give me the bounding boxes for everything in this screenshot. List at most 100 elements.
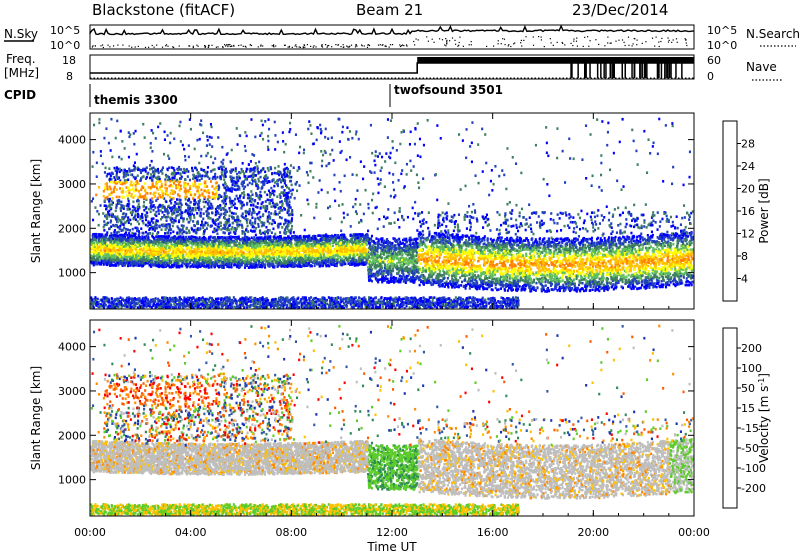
- power-cell: [97, 241, 99, 244]
- nsearch-point: [198, 46, 199, 47]
- power-cell: [456, 269, 458, 272]
- nsearch-point: [571, 43, 572, 44]
- freq-switch-mark: [634, 57, 636, 78]
- power-cell: [181, 265, 183, 268]
- nsearch-point: [413, 41, 414, 42]
- power-cell: [672, 243, 674, 246]
- nsearch-point: [508, 44, 509, 45]
- nsearch-point: [113, 45, 114, 46]
- power-cell: [576, 278, 578, 281]
- power-cell: [497, 250, 499, 253]
- power-cell: [185, 246, 187, 249]
- nsearch-point: [628, 45, 629, 46]
- nsearch-point: [233, 46, 234, 47]
- nsearch-point: [356, 46, 357, 47]
- nsky-tick-top: 10^5: [50, 24, 80, 37]
- freq-switch-mark: [641, 57, 643, 78]
- nsearch-point: [351, 45, 352, 46]
- nsearch-point: [362, 45, 363, 46]
- power-cell: [582, 282, 584, 285]
- nsearch-point: [406, 46, 407, 47]
- power-cell: [152, 244, 154, 247]
- power-cell: [580, 267, 582, 270]
- nsearch-point: [100, 45, 101, 46]
- power-cell: [545, 284, 547, 287]
- nsearch-point: [193, 46, 194, 47]
- nsearch-point: [637, 40, 638, 41]
- nsearch-point: [262, 45, 263, 46]
- nsearch-point: [501, 43, 502, 44]
- nsearch-point: [284, 45, 285, 46]
- nsearch-point: [173, 47, 174, 48]
- nsearch-point: [343, 44, 344, 45]
- nsearch-point: [520, 42, 521, 43]
- nsearch-point: [434, 42, 435, 43]
- nsearch-point: [636, 44, 637, 45]
- power-cell: [439, 241, 441, 244]
- power-cell: [507, 289, 509, 292]
- freq-switch-mark: [639, 57, 641, 78]
- freq-switch-mark: [571, 57, 573, 78]
- power-cell: [403, 246, 405, 249]
- cpid-segment-2: twofsound 3501: [394, 83, 503, 97]
- freq-switch-mark: [614, 57, 616, 78]
- power-cell: [555, 249, 557, 252]
- nsearch-point: [444, 44, 445, 45]
- nsearch-point: [122, 45, 123, 46]
- freq-switch-mark: [600, 57, 602, 78]
- nsearch-point: [505, 44, 506, 45]
- freq-switch-mark: [631, 57, 633, 78]
- nsearch-point: [390, 44, 391, 45]
- power-cell: [332, 245, 334, 248]
- power-cell: [658, 277, 660, 280]
- nsearch-point: [498, 43, 499, 44]
- nsearch-point: [364, 45, 365, 46]
- nsearch-point: [634, 38, 635, 39]
- power-cell: [445, 267, 447, 270]
- nsearch-point: [167, 46, 168, 47]
- nsearch-point: [659, 46, 660, 47]
- power-cell: [510, 254, 512, 257]
- nsearch-point: [658, 42, 659, 43]
- nsearch-point: [660, 41, 661, 42]
- freq-switch-mark: [625, 57, 627, 78]
- power-cell: [503, 261, 505, 264]
- nsearch-point: [349, 46, 350, 47]
- nsearch-point: [541, 37, 542, 38]
- power-cell: [531, 238, 533, 241]
- nsearch-point: [652, 38, 653, 39]
- power-cell: [386, 238, 388, 241]
- nsearch-point: [572, 45, 573, 46]
- freq-traces: [90, 57, 694, 78]
- nsearch-point: [618, 40, 619, 41]
- power-cell: [559, 254, 561, 257]
- nsearch-point: [587, 36, 588, 37]
- date-title: 23/Dec/2014: [572, 1, 668, 19]
- nsearch-point: [148, 47, 149, 48]
- nsearch-point: [550, 38, 551, 39]
- power-cell: [658, 248, 660, 251]
- nsearch-point: [573, 41, 574, 42]
- nsearch-point: [455, 44, 456, 45]
- power-cell: [623, 236, 625, 239]
- freq-switch-mark: [611, 57, 613, 78]
- nsearch-point: [459, 42, 460, 43]
- power-cell: [622, 243, 624, 246]
- power-cell: [651, 272, 653, 275]
- nsearch-point: [346, 46, 347, 47]
- power-cell: [258, 256, 260, 259]
- freq-switch-mark: [584, 57, 586, 78]
- power-cell: [582, 244, 584, 247]
- power-cell: [476, 282, 478, 285]
- power-cell: [661, 280, 663, 283]
- power-cell: [538, 250, 540, 253]
- nsearch-point: [322, 46, 323, 47]
- power-cell: [565, 283, 567, 286]
- nsearch-point: [471, 44, 472, 45]
- nsearch-tick-top: 10^5: [707, 24, 737, 37]
- nsearch-point: [439, 38, 440, 39]
- power-cell: [493, 245, 495, 248]
- nsearch-point: [275, 45, 276, 46]
- nsearch-point: [367, 45, 368, 46]
